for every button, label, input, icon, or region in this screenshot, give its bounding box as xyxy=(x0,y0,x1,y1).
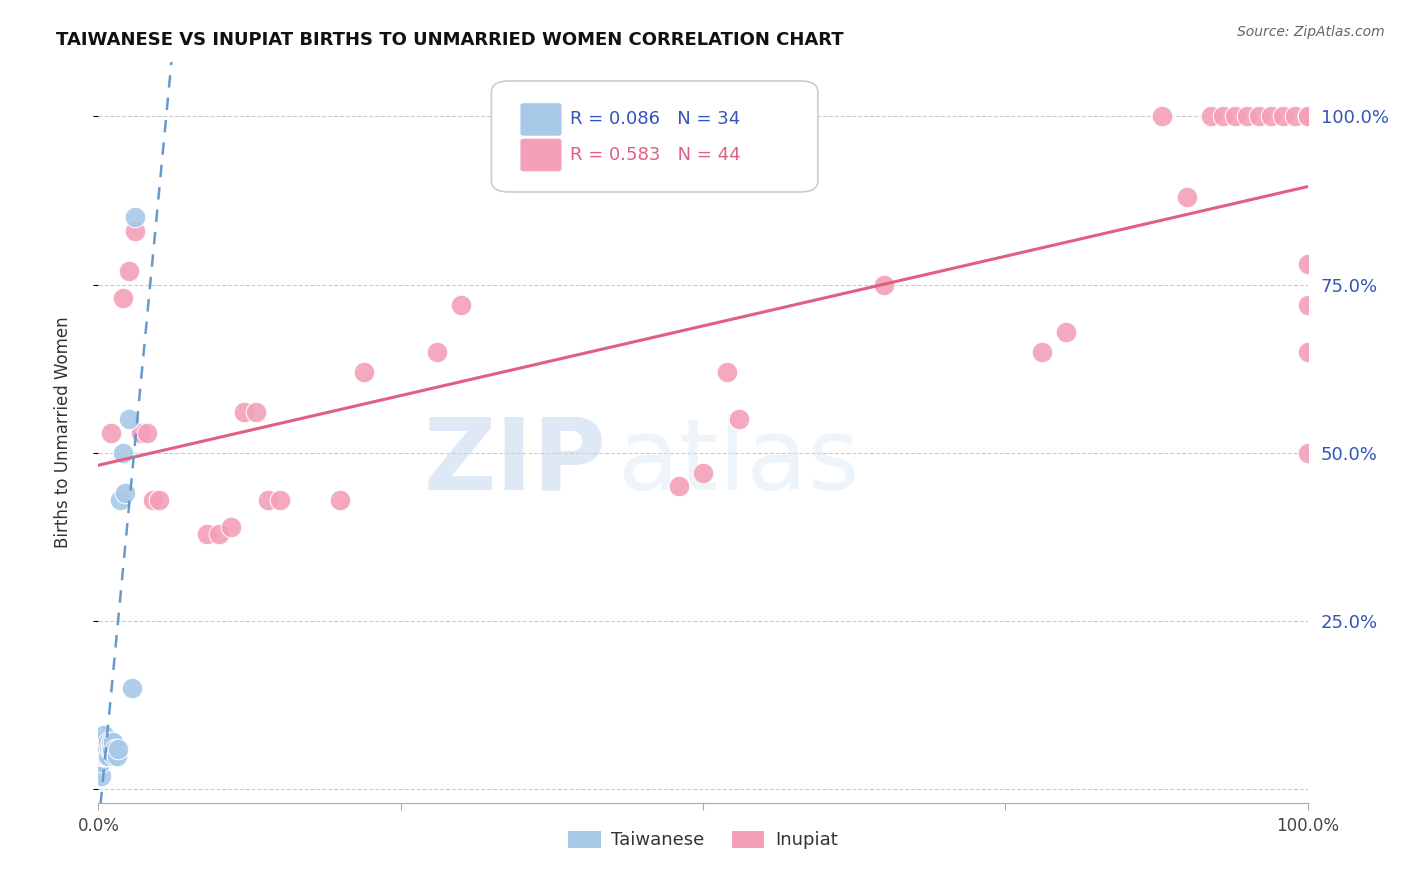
Point xyxy=(1249,109,1271,123)
FancyBboxPatch shape xyxy=(492,81,818,192)
Point xyxy=(873,277,896,292)
Point xyxy=(148,492,170,507)
Point xyxy=(1296,109,1319,123)
Point xyxy=(1199,109,1222,123)
Point xyxy=(89,748,111,763)
Point xyxy=(668,479,690,493)
Point xyxy=(728,412,751,426)
Point xyxy=(1284,109,1306,123)
Point xyxy=(1296,298,1319,312)
Point xyxy=(221,520,243,534)
FancyBboxPatch shape xyxy=(520,103,561,136)
Point xyxy=(91,748,114,763)
Point xyxy=(1296,257,1319,271)
Text: TAIWANESE VS INUPIAT BIRTHS TO UNMARRIED WOMEN CORRELATION CHART: TAIWANESE VS INUPIAT BIRTHS TO UNMARRIED… xyxy=(56,31,844,49)
Point xyxy=(91,742,114,756)
Point xyxy=(692,466,714,480)
Point xyxy=(98,742,121,756)
Point xyxy=(1054,325,1077,339)
Point xyxy=(129,425,152,440)
Point xyxy=(94,742,117,756)
Point xyxy=(118,412,141,426)
Point xyxy=(103,748,125,763)
Point xyxy=(124,224,146,238)
Point xyxy=(1296,109,1319,123)
Point xyxy=(104,742,127,756)
Point xyxy=(91,748,114,763)
Point xyxy=(96,748,118,763)
Point xyxy=(1296,109,1319,123)
Point xyxy=(114,486,136,500)
Point xyxy=(142,492,165,507)
Point xyxy=(93,742,115,756)
Point xyxy=(100,742,122,756)
Point xyxy=(91,735,114,749)
Point xyxy=(124,211,146,225)
Point xyxy=(100,735,122,749)
Point xyxy=(107,742,129,756)
Point xyxy=(245,405,267,419)
Point xyxy=(353,365,375,379)
Point xyxy=(1236,109,1258,123)
Point xyxy=(118,264,141,278)
Point xyxy=(1223,109,1246,123)
Point xyxy=(91,742,114,756)
Y-axis label: Births to Unmarried Women: Births to Unmarried Women xyxy=(53,317,72,549)
Point xyxy=(1296,446,1319,460)
Point xyxy=(208,526,231,541)
Point xyxy=(105,748,128,763)
Point xyxy=(1212,109,1234,123)
Point xyxy=(91,735,114,749)
Text: ZIP: ZIP xyxy=(423,414,606,511)
Point xyxy=(269,492,291,507)
Point xyxy=(716,365,738,379)
Point xyxy=(100,425,122,440)
Point xyxy=(195,526,218,541)
FancyBboxPatch shape xyxy=(520,138,561,171)
Point xyxy=(1260,109,1282,123)
Point xyxy=(256,492,278,507)
Point xyxy=(329,492,352,507)
Point xyxy=(93,735,115,749)
Point xyxy=(93,729,115,743)
Point xyxy=(1296,109,1319,123)
Point xyxy=(90,769,112,783)
Point xyxy=(232,405,254,419)
Legend: Taiwanese, Inupiat: Taiwanese, Inupiat xyxy=(561,823,845,856)
Point xyxy=(111,291,134,305)
Text: R = 0.086   N = 34: R = 0.086 N = 34 xyxy=(569,111,740,128)
Point xyxy=(94,748,117,763)
Text: atlas: atlas xyxy=(619,414,860,511)
Point xyxy=(101,735,124,749)
Point xyxy=(108,492,131,507)
Point xyxy=(1272,109,1295,123)
Point xyxy=(97,748,120,763)
Point xyxy=(1296,344,1319,359)
Text: Source: ZipAtlas.com: Source: ZipAtlas.com xyxy=(1237,25,1385,39)
Point xyxy=(450,298,472,312)
Point xyxy=(135,425,157,440)
Point xyxy=(100,742,122,756)
Point xyxy=(1152,109,1174,123)
Point xyxy=(93,748,115,763)
Point xyxy=(1175,190,1198,204)
Point xyxy=(111,446,134,460)
Text: R = 0.583   N = 44: R = 0.583 N = 44 xyxy=(569,146,741,164)
Point xyxy=(97,735,120,749)
Point xyxy=(96,742,118,756)
Point xyxy=(1031,344,1053,359)
Point xyxy=(121,681,143,696)
Point xyxy=(90,756,112,770)
Point xyxy=(426,344,449,359)
